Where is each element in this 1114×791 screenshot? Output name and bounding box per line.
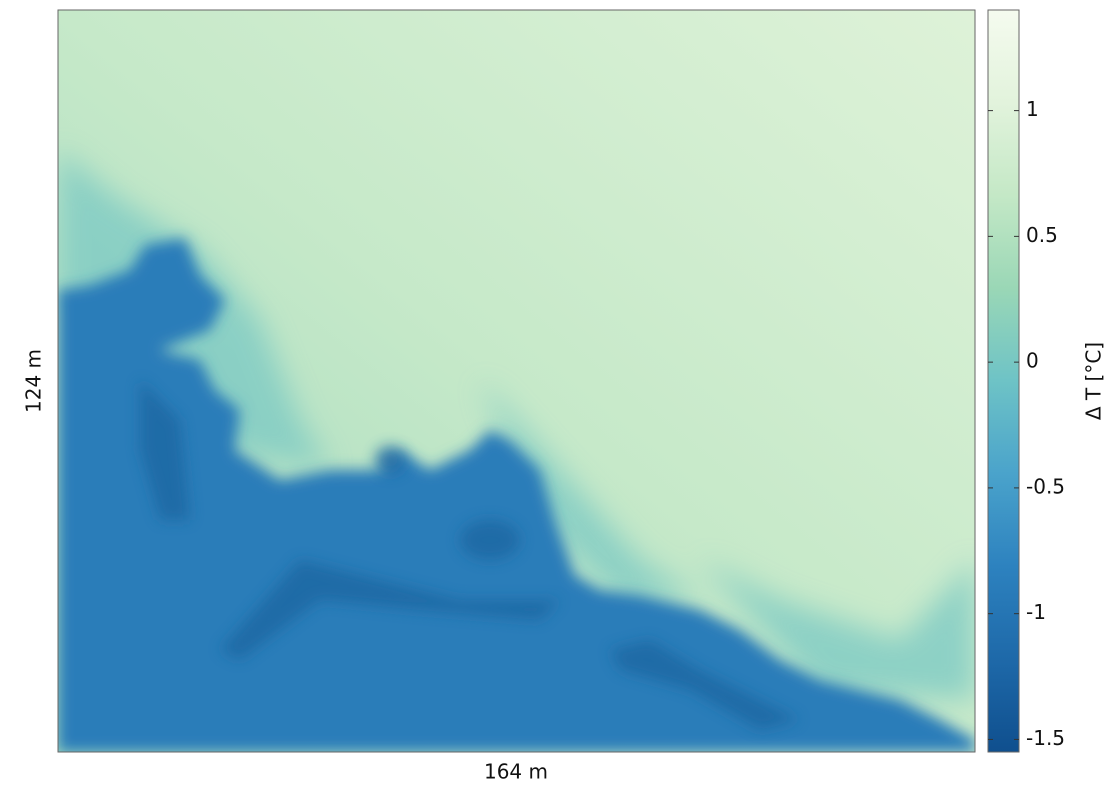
colorbar-tick-label: 0 xyxy=(1026,349,1039,373)
y-axis-label: 124 m xyxy=(22,349,46,413)
colorbar-label: Δ T [°C] xyxy=(1082,342,1106,420)
colorbar-tick-label: -1.5 xyxy=(1026,726,1065,750)
colorbar-tick-label: 1 xyxy=(1026,97,1039,121)
chart: 164 m 124 m Δ T [°C] -1.5 -1 -0.5 0 0.5 1 xyxy=(0,0,1114,787)
x-axis-label: 164 m xyxy=(484,760,548,784)
colorbar-tick-label: -1 xyxy=(1026,600,1046,624)
colorbar-tick-label: -0.5 xyxy=(1026,474,1065,498)
heatmap-image xyxy=(58,10,975,752)
colorbar xyxy=(988,10,1019,752)
colorbar-tick-label: 0.5 xyxy=(1026,223,1058,247)
